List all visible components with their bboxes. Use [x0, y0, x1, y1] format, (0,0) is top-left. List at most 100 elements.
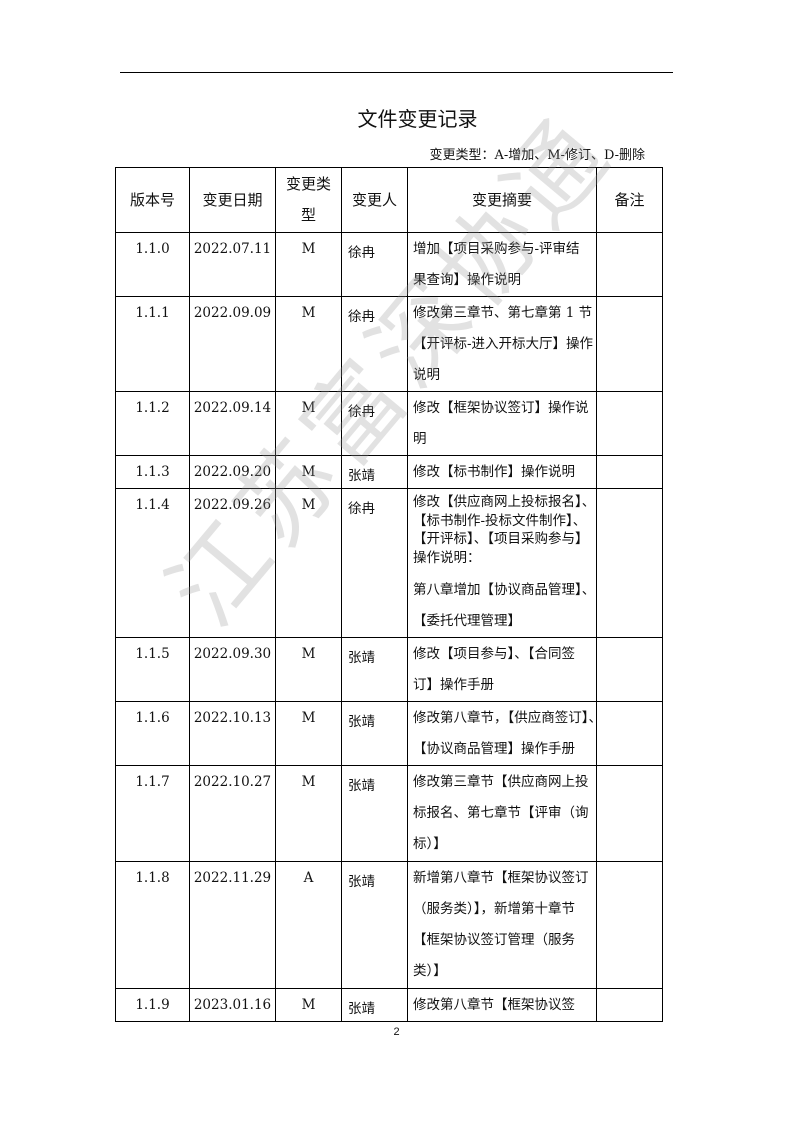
- summary-cell: 新增第八章节【框架协议签订 （服务类）】，新增第十章节 【框架协议签订管理（服务 类）…: [407, 861, 597, 989]
- page-title: 文件变更记录: [357, 107, 478, 131]
- header-date: 变更日期: [189, 167, 276, 233]
- summary-line: 类）】: [413, 963, 447, 979]
- person-cell: 徐冉: [341, 296, 408, 392]
- summary-line: 【标书制作-投标文件制作】、: [413, 512, 587, 529]
- table-row: 1.1.9 2023.01.16 M 张靖 修改第八章节【框架协议签: [115, 988, 663, 1022]
- note-cell: [596, 988, 663, 1022]
- date-cell: 2022.10.13: [189, 701, 276, 766]
- person-cell: 徐冉: [341, 232, 408, 297]
- summary-line: 【框架协议签订管理（服务: [413, 932, 575, 948]
- summary-line: 【委托代理管理】: [413, 613, 521, 629]
- summary-cell: 修改【框架协议签订】操作说明: [407, 391, 597, 456]
- summary-line: 新增第八章节【框架协议签订: [413, 870, 589, 886]
- note-cell: [596, 391, 663, 456]
- version-cell: 1.1.4: [115, 488, 190, 638]
- table-row: 1.1.7 2022.10.27 M 张靖 修改第三章节【供应商网上投 标报名、第七章节【…: [115, 765, 663, 862]
- table-row: 1.1.5 2022.09.30 M 张靖 修改【项目参与】、【合同签 订】操作手册: [115, 637, 663, 702]
- person-cell: 张靖: [341, 637, 408, 702]
- summary-line: 修改【供应商网上投标报名】、: [413, 494, 596, 510]
- summary-line: 增加【项目采购参与-评审结: [413, 241, 580, 257]
- summary-line: 修改【框架协议签订】操作说: [413, 400, 589, 416]
- date-cell: 2022.10.27: [189, 765, 276, 862]
- table-row: 1.1.2 2022.09.14 M 徐冉 修改【框架协议签订】操作说明: [115, 391, 663, 456]
- summary-line: 【协议商品管理】操作手册: [413, 741, 575, 757]
- version-cell: 1.1.7: [115, 765, 190, 862]
- summary-cell: 修改第八章节，【供应商签订】、 【协议商品管理】操作手册: [407, 701, 597, 766]
- summary-line: 果查询】操作说明: [413, 272, 521, 288]
- summary-cell: 修改【项目参与】、【合同签 订】操作手册: [407, 637, 597, 702]
- header-type: 变更类型: [275, 167, 342, 233]
- page-number: 2: [393, 1026, 400, 1038]
- summary-line: （服务类）】，新增第十章节: [413, 901, 575, 917]
- person-cell: 张靖: [341, 455, 408, 489]
- type-cell: M: [275, 391, 342, 456]
- change-type-legend: 变更类型：A-增加、M-修订、D-删除: [429, 148, 645, 163]
- summary-cell: 增加【项目采购参与-评审结 果查询】操作说明: [407, 232, 597, 297]
- table-row: 1.1.0 2022.07.11 M 徐冉 增加【项目采购参与-评审结 果查询】操作说明: [115, 232, 663, 297]
- version-cell: 1.1.5: [115, 637, 190, 702]
- summary-line: 修改第八章节【框架协议签: [413, 997, 575, 1013]
- person-cell: 张靖: [341, 988, 408, 1022]
- version-cell: 1.1.0: [115, 232, 190, 297]
- summary-line: 修改第八章节，【供应商签订】、: [413, 710, 597, 726]
- type-cell: M: [275, 765, 342, 862]
- note-cell: [596, 765, 663, 862]
- summary-line: 修改【项目参与】、【合同签: [413, 646, 575, 662]
- type-cell: M: [275, 701, 342, 766]
- summary-line: 【开评标-进入开标大厅】操作: [413, 336, 594, 352]
- type-cell: M: [275, 488, 342, 638]
- date-cell: 2022.09.14: [189, 391, 276, 456]
- summary-cell: 修改【标书制作】操作说明: [407, 455, 597, 489]
- type-cell: M: [275, 232, 342, 297]
- type-cell: M: [275, 455, 342, 489]
- note-cell: [596, 455, 663, 489]
- summary-cell: 修改第三章节【供应商网上投 标报名、第七章节【评审（询 标）】: [407, 765, 597, 862]
- summary-line: 修改【标书制作】操作说明: [413, 464, 575, 480]
- table-row: 1.1.3 2022.09.20 M 张靖 修改【标书制作】操作说明: [115, 455, 663, 489]
- date-cell: 2022.09.26: [189, 488, 276, 638]
- table-row: 1.1.8 2022.11.29 A 张靖 新增第八章节【框架协议签订 （服务类）】，新增…: [115, 861, 663, 989]
- summary-line: 说明: [413, 367, 440, 383]
- person-cell: 徐冉: [341, 391, 408, 456]
- version-cell: 1.1.2: [115, 391, 190, 456]
- header-rule: [120, 72, 673, 73]
- note-cell: [596, 637, 663, 702]
- note-cell: [596, 701, 663, 766]
- header-version: 版本号: [115, 167, 190, 233]
- header-note: 备注: [596, 167, 663, 233]
- person-cell: 张靖: [341, 765, 408, 862]
- person-cell: 张靖: [341, 861, 408, 989]
- version-cell: 1.1.6: [115, 701, 190, 766]
- date-cell: 2023.01.16: [189, 988, 276, 1022]
- summary-cell: 修改第三章节、第七章第 1 节【开评标-进入开标大厅】操作 说明: [407, 296, 597, 392]
- table-row: 1.1.1 2022.09.09 M 徐冉 修改第三章节、第七章第 1 节【开评标-进入…: [115, 296, 663, 392]
- header-person: 变更人: [341, 167, 408, 233]
- table-row: 1.1.4 2022.09.26 M 徐冉 修改【供应商网上投标报名】、 【标书制作-投标…: [115, 488, 663, 638]
- change-record-table: 版本号 变更日期 变更类型 变更人 变更摘要 备注 1.1.0 2022.07.1…: [115, 167, 663, 1022]
- summary-line: 明: [413, 431, 427, 447]
- summary-line: 修改第三章节【供应商网上投: [413, 774, 589, 790]
- date-cell: 2022.09.20: [189, 455, 276, 489]
- summary-line: 操作说明：: [413, 549, 481, 566]
- type-cell: M: [275, 296, 342, 392]
- date-cell: 2022.09.09: [189, 296, 276, 392]
- summary-cell: 修改【供应商网上投标报名】、 【标书制作-投标文件制作】、 【开评标】、【项目采购参…: [407, 488, 597, 638]
- version-cell: 1.1.1: [115, 296, 190, 392]
- summary-cell: 修改第八章节【框架协议签: [407, 988, 597, 1022]
- version-cell: 1.1.9: [115, 988, 190, 1022]
- header-type-text: 变更类型: [285, 175, 331, 224]
- summary-line: 【开评标】、【项目采购参与】: [413, 531, 589, 547]
- summary-line: 订】操作手册: [413, 677, 494, 693]
- type-cell: M: [275, 637, 342, 702]
- version-cell: 1.1.3: [115, 455, 190, 489]
- date-cell: 2022.07.11: [189, 232, 276, 297]
- summary-line: 第八章增加【协议商品管理】、: [413, 582, 596, 598]
- summary-line: 修改第三章节、第七章第 1 节: [413, 305, 593, 321]
- note-cell: [596, 232, 663, 297]
- person-cell: 张靖: [341, 701, 408, 766]
- header-summary: 变更摘要: [407, 167, 597, 233]
- note-cell: [596, 488, 663, 638]
- type-cell: A: [275, 861, 342, 989]
- date-cell: 2022.09.30: [189, 637, 276, 702]
- summary-line: 标）】: [413, 836, 447, 852]
